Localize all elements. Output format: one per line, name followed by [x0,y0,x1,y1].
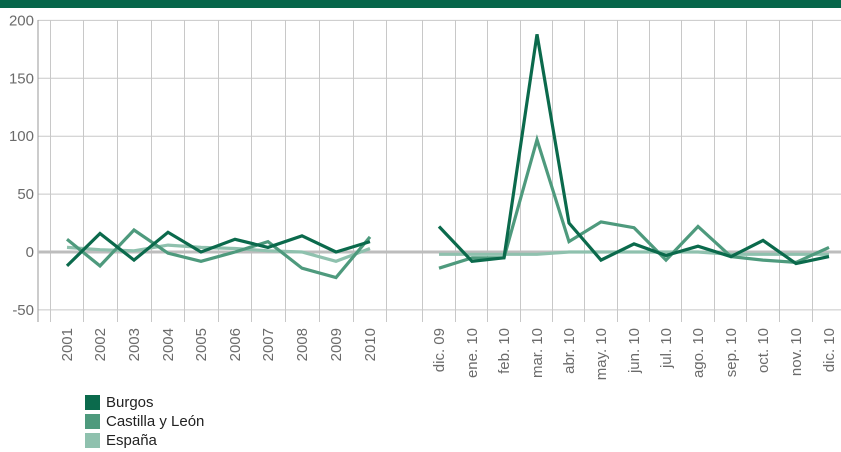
series-line-monthly-castilla-y-leon [438,134,830,270]
series-layer [65,34,830,280]
x-tick-label: 2007 [260,328,277,361]
top-accent-bar [0,0,841,8]
x-tick-label: 2002 [92,328,109,361]
x-tick-label: 2010 [362,328,379,361]
legend-item-espana: España [85,431,204,450]
x-tick-label: feb. 10 [496,328,513,374]
legend-swatch-castilla-y-leon [85,414,100,429]
x-tick-label: 2008 [294,328,311,361]
legend-label-espana: España [106,432,157,449]
x-tick-label: 2001 [59,328,76,361]
y-tick-label: 200 [9,12,34,29]
x-tick-label: abr. 10 [561,328,578,374]
y-tick-label: 150 [9,70,34,87]
x-tick-label: dic. 09 [431,328,448,372]
legend-swatch-burgos [85,395,100,410]
x-tick-label: ago. 10 [690,328,707,378]
x-tick-label: 2004 [160,328,177,361]
x-tick-label: may. 10 [593,328,610,380]
x-tick-label: 2006 [227,328,244,361]
x-tick-label: jun. 10 [626,328,643,374]
y-tick-label: -50 [12,302,34,319]
y-axis-tick-labels: 200 150 100 50 0 -50 [9,12,34,319]
legend: Burgos Castilla y León España [85,393,204,450]
y-tick-label: 0 [26,244,34,261]
x-tick-label: oct. 10 [755,328,772,373]
x-tick-label: 2005 [193,328,210,361]
legend-swatch-espana [85,433,100,448]
x-tick-label: jul. 10 [658,328,675,369]
x-tick-label: 2009 [328,328,345,361]
x-tick-label: 2003 [126,328,143,361]
grid-layer [37,19,841,322]
y-tick-label: 50 [17,186,34,203]
legend-label-castilla-y-leon: Castilla y León [106,413,205,430]
x-tick-label: sep. 10 [723,328,740,377]
y-tick-label: 100 [9,128,34,145]
x-tick-label: dic. 10 [821,328,838,372]
x-axis-tick-labels: 2001 2002 2003 2004 2005 2006 2007 2008 2009 2010… [59,328,838,380]
line-chart: 200 150 100 50 0 -50 2001 2002 2003 2004 2005 2006… [9,12,841,380]
legend-item-castilla-y-leon: Castilla y León [85,412,204,431]
x-tick-label: nov. 10 [788,328,805,376]
legend-label-burgos: Burgos [106,394,154,411]
series-line-monthly-burgos [437,34,830,266]
x-tick-label: ene. 10 [464,328,481,378]
series-line-annual-burgos [65,230,371,268]
legend-item-burgos: Burgos [85,393,204,412]
x-tick-label: mar. 10 [529,328,546,378]
